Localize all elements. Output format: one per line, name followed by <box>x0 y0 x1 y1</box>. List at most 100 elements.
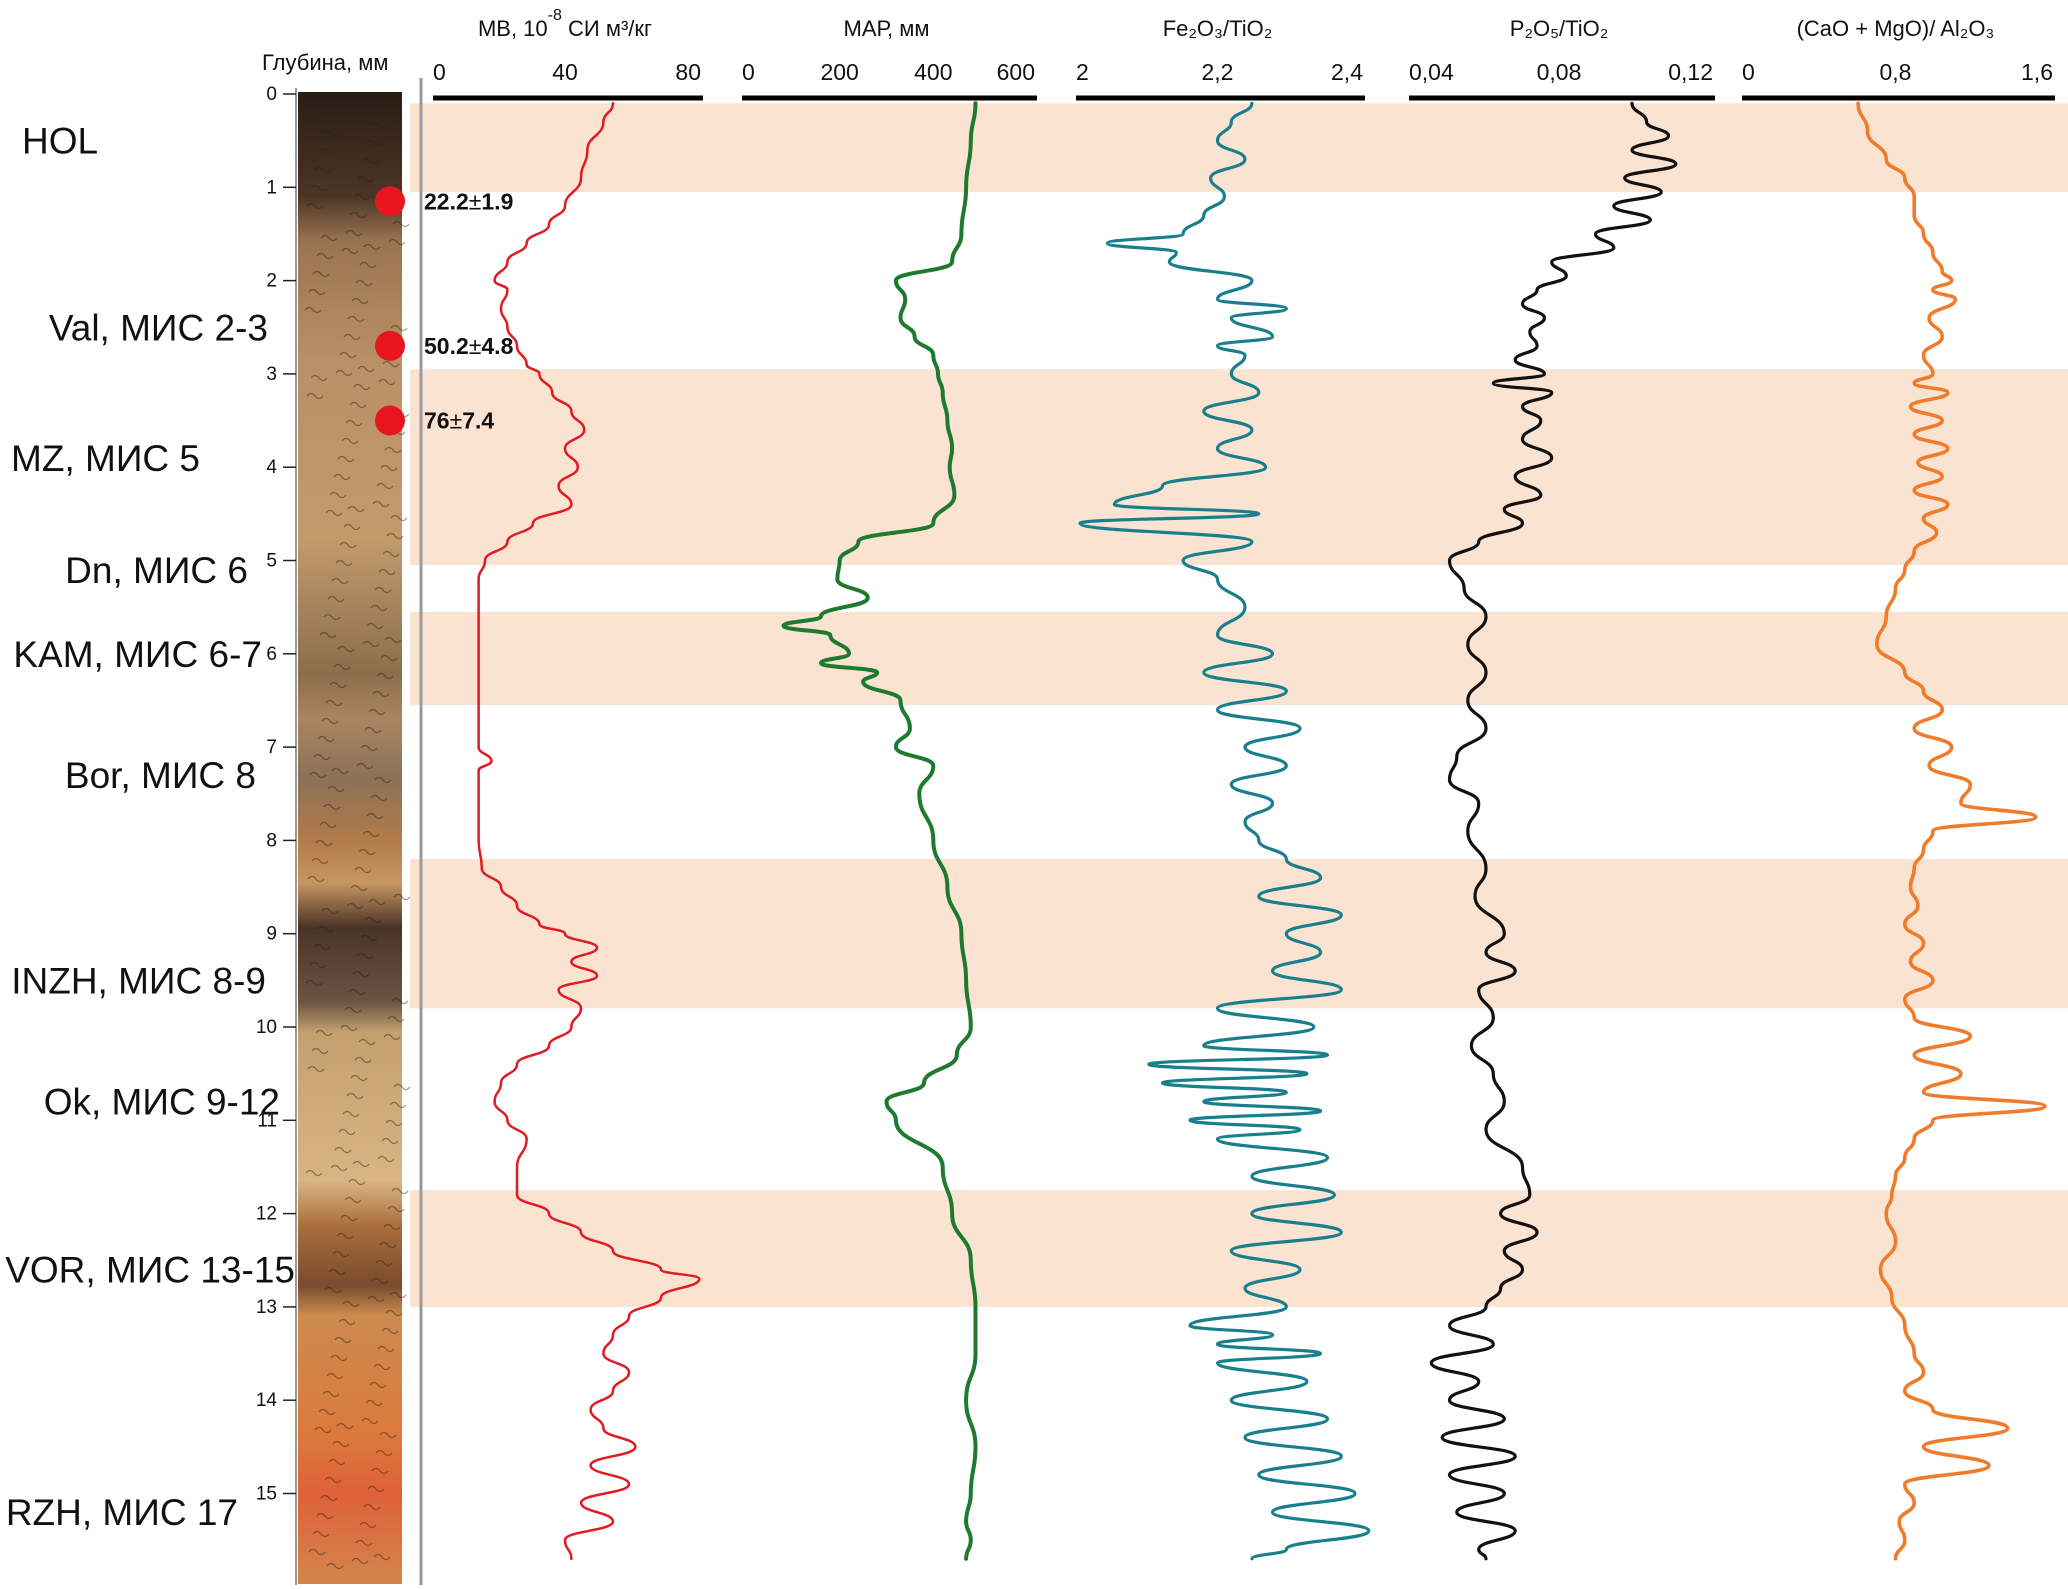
core-texture-mark <box>354 866 372 874</box>
series-point <box>1340 1231 1343 1234</box>
series-point <box>698 1277 701 1281</box>
series-point <box>1514 1455 1517 1458</box>
shaded-band-3 <box>410 859 2068 1009</box>
stage-labels: HOL Val, МИС 2-3 MZ, МИС 5 Dn, МИС 6 KAM, МИ… <box>5 121 295 1534</box>
series-point <box>950 260 954 264</box>
series-point <box>1181 559 1185 562</box>
core-texture-mark <box>318 148 336 156</box>
series-point <box>1216 344 1219 348</box>
series-point <box>1922 1371 1925 1374</box>
series-point <box>570 1025 573 1029</box>
core-texture-mark <box>386 532 404 540</box>
series-point <box>1946 447 1950 450</box>
core-texture-mark <box>370 604 388 612</box>
series-point <box>932 354 935 357</box>
core-texture-mark <box>358 848 376 856</box>
series-point <box>1250 279 1254 282</box>
series-point <box>1890 1193 1894 1197</box>
series-point <box>1106 242 1109 245</box>
panel-title-main: Fe₂O₃/TiO₂ <box>1163 16 1273 41</box>
panel-title-main: (CaO + MgO)/ Al₂O₃ <box>1797 16 1995 41</box>
shaded-band-2 <box>410 611 2068 706</box>
series-point <box>506 288 509 292</box>
core-texture-mark <box>340 1024 358 1032</box>
core-texture-mark <box>318 1408 336 1416</box>
series-point <box>1448 1399 1451 1402</box>
panel-tick-label: 2,2 <box>1202 59 1234 85</box>
core-texture-mark <box>377 1155 395 1163</box>
series-point <box>836 578 839 581</box>
series-point <box>1230 120 1233 124</box>
core-texture-mark <box>351 297 369 305</box>
core-texture-mark <box>304 306 322 314</box>
depth-tick-label: 4 <box>266 457 277 478</box>
series-point <box>1959 1072 1963 1075</box>
series-point <box>1257 512 1261 515</box>
series-point <box>1521 438 1524 441</box>
series-point <box>964 1520 968 1523</box>
series-point <box>1484 1557 1488 1561</box>
series-point <box>866 596 869 599</box>
series-point <box>1202 1044 1206 1047</box>
series-point <box>589 1408 592 1411</box>
series-point <box>922 1081 926 1085</box>
series-point <box>1492 1016 1495 1019</box>
series-point <box>595 974 599 977</box>
series-point <box>1202 410 1206 413</box>
series-point <box>570 1557 573 1561</box>
series-point <box>477 578 480 581</box>
core-texture-mark <box>354 1056 372 1064</box>
core-texture-mark <box>369 121 387 129</box>
series-point <box>847 652 851 655</box>
core-texture-mark <box>346 902 364 910</box>
depth-tick-label: 0 <box>266 84 277 105</box>
series-point <box>1535 1231 1539 1234</box>
series-point <box>551 391 554 394</box>
core-texture-mark <box>340 1214 358 1222</box>
series-point <box>515 344 519 348</box>
series-point <box>1216 708 1219 711</box>
core-texture-mark <box>351 1557 369 1565</box>
series-point <box>1441 1436 1444 1439</box>
series-point <box>894 745 898 749</box>
series-point <box>1922 689 1925 693</box>
core-texture-mark <box>310 184 328 192</box>
series-point <box>538 372 541 376</box>
core-texture-mark <box>306 392 324 400</box>
series-point <box>1903 923 1907 926</box>
series-line-2 <box>1078 101 1371 1561</box>
core-texture-mark <box>352 970 370 978</box>
series-point <box>1913 1352 1916 1355</box>
series-point <box>1514 358 1517 362</box>
core-texture-mark <box>392 220 410 228</box>
stage-label: KAM, МИС 6-7 <box>13 634 262 675</box>
series-point <box>1645 120 1648 124</box>
series-point <box>955 1053 958 1057</box>
series-point <box>1243 820 1247 823</box>
series-point <box>1916 461 1920 464</box>
panel-1: МАР, мм 0 200 400 600 <box>742 16 1037 1561</box>
series-point <box>1230 1399 1233 1402</box>
series-point <box>974 1352 977 1355</box>
core-texture-mark <box>338 1318 356 1326</box>
series-point <box>1913 382 1916 385</box>
core-texture-mark <box>333 473 351 481</box>
series-point <box>1243 1436 1247 1439</box>
core-texture-mark <box>347 505 365 513</box>
core-texture-mark <box>372 690 390 698</box>
series-point <box>1941 475 1944 478</box>
series-point <box>659 1268 663 1271</box>
series-point <box>627 1483 631 1486</box>
core-texture-mark <box>308 288 326 296</box>
series-point <box>563 1538 567 1542</box>
core-texture-mark <box>364 726 382 734</box>
series-point <box>1931 979 1935 982</box>
series-point <box>1243 1287 1247 1290</box>
core-texture-mark <box>332 1250 350 1258</box>
series-point <box>1927 316 1931 320</box>
series-point <box>1285 1548 1288 1551</box>
core-texture-mark <box>375 1449 393 1457</box>
core-texture-mark <box>376 672 394 680</box>
core-texture-mark <box>353 383 371 391</box>
series-point <box>1455 1511 1459 1514</box>
